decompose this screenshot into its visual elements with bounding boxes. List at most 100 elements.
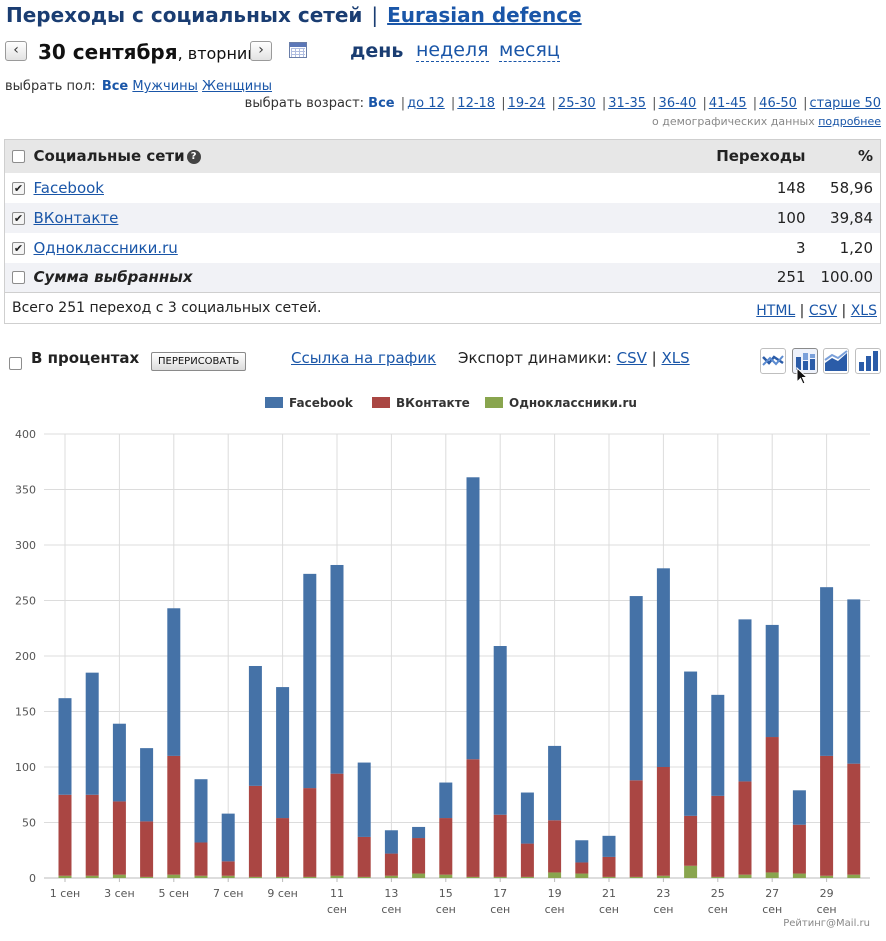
age-all[interactable]: Все	[368, 96, 395, 111]
bar-segment	[792, 790, 806, 825]
bar-segment	[439, 874, 453, 878]
bar-segment	[384, 830, 398, 854]
x-tick-label: 17	[493, 887, 507, 900]
age-option[interactable]: 19-24	[507, 96, 546, 111]
bar-segment	[357, 876, 371, 878]
bar-segment	[656, 875, 670, 878]
bar-segment	[847, 599, 861, 764]
visits-value: 148	[776, 178, 806, 197]
bar-segment	[330, 875, 344, 878]
bar-segment	[602, 856, 616, 877]
y-tick-label: 200	[15, 650, 36, 663]
bar-segment	[194, 875, 208, 878]
x-tick-label: 3 сен	[104, 887, 135, 900]
sex-all[interactable]: Все	[101, 79, 129, 94]
export-dynamics-csv[interactable]: CSV	[616, 349, 647, 367]
bar-segment	[330, 564, 344, 774]
bar-segment	[520, 792, 534, 844]
table-total-row: Сумма выбранных 251 100.00	[4, 262, 881, 293]
bar-segment	[167, 755, 181, 875]
page-title-text: Переходы с социальных сетей	[6, 3, 363, 27]
age-option[interactable]: 41-45	[708, 96, 747, 111]
export-dynamics-label: Экспорт динамики:	[458, 349, 612, 367]
chart-link[interactable]: Ссылка на график	[291, 349, 437, 367]
bar-segment	[602, 835, 616, 857]
line-chart-icon[interactable]	[760, 348, 786, 374]
bar-segment	[466, 876, 480, 878]
prev-date-button[interactable]: ‹	[5, 41, 27, 61]
legend-label: Одноклассники.ru	[509, 396, 637, 410]
bar-segment	[575, 840, 589, 863]
sex-female[interactable]: Женщины	[202, 79, 273, 94]
select-all-checkbox[interactable]	[12, 150, 25, 164]
bar-segment	[820, 755, 834, 876]
stacked-bar-chart-icon[interactable]	[792, 348, 818, 374]
total-visits: 251	[692, 262, 813, 293]
legend-label: ВКонтакте	[396, 396, 470, 410]
age-option[interactable]: 31-35	[608, 96, 647, 111]
table-export: HTML | CSV | XLS	[756, 303, 877, 319]
redraw-button[interactable]: ПЕРЕРИСОВАТЬ	[151, 352, 247, 371]
export-xls[interactable]: XLS	[850, 303, 877, 319]
social-stats-table: Социальные сети? Переходы % ✔ Facebook 1…	[4, 139, 881, 324]
age-option[interactable]: старше 50	[809, 96, 881, 111]
site-link[interactable]: Eurasian defence	[387, 3, 582, 27]
bar-segment	[140, 821, 154, 877]
social-link[interactable]: Facebook	[33, 178, 104, 197]
age-option[interactable]: 36-40	[658, 96, 697, 111]
x-tick-label: 7 сен	[213, 887, 244, 900]
total-checkbox[interactable]	[12, 271, 25, 285]
bar-segment	[85, 672, 99, 795]
bar-segment	[466, 477, 480, 760]
sex-male[interactable]: Мужчины	[132, 79, 198, 94]
bar-segment	[575, 862, 589, 874]
col-percent: %	[812, 139, 881, 173]
demographics-note: о демографических данных подробнее	[652, 115, 881, 128]
row-checkbox[interactable]: ✔	[12, 181, 25, 195]
y-tick-label: 300	[15, 539, 36, 552]
stacked-bar-chart: 0 50 100 150 200 250 300 350 400 1 сен 3 сен 5 сен 7…	[15, 428, 870, 916]
percent-value: 39,84	[812, 202, 881, 233]
age-option[interactable]: 46-50	[759, 96, 797, 111]
export-html[interactable]: HTML	[756, 303, 796, 319]
bar-segment	[167, 608, 181, 756]
row-checkbox[interactable]: ✔	[12, 211, 25, 225]
period-day[interactable]: день	[350, 40, 404, 62]
bar-segment	[711, 876, 725, 878]
x-tick-label: 27	[765, 887, 779, 900]
export-csv[interactable]: CSV	[808, 303, 838, 319]
social-link[interactable]: ВКонтакте	[33, 208, 119, 227]
social-link[interactable]: Одноклассники.ru	[33, 238, 178, 257]
period-week[interactable]: неделя	[416, 39, 489, 62]
calendar-icon[interactable]	[289, 42, 307, 58]
bar-segment	[167, 874, 181, 878]
area-chart-icon[interactable]	[823, 348, 849, 374]
bar-segment	[58, 698, 72, 795]
percent-checkbox[interactable]	[9, 357, 22, 370]
age-option[interactable]: до 12	[407, 96, 445, 111]
age-option[interactable]: 12-18	[457, 96, 496, 111]
legend-vkontakte[interactable]: ВКонтакте	[372, 396, 470, 410]
legend-label: Facebook	[289, 396, 353, 410]
row-checkbox[interactable]: ✔	[12, 241, 25, 255]
period-month[interactable]: месяц	[499, 39, 560, 62]
x-tick-label: 11	[330, 887, 344, 900]
bar-chart-icon[interactable]	[855, 348, 881, 374]
table-row: ✔ ВКонтакте 100 39,84	[4, 202, 881, 233]
bar-segment	[847, 763, 861, 875]
demographics-link[interactable]: подробнее	[818, 115, 881, 128]
bar-segment	[276, 687, 290, 819]
y-tick-label: 50	[22, 817, 36, 830]
age-option[interactable]: 25-30	[557, 96, 596, 111]
bar-segment	[112, 723, 126, 802]
bar-segment	[466, 759, 480, 877]
legend-facebook[interactable]: Facebook	[265, 396, 353, 410]
bar-segment	[221, 875, 235, 878]
legend-odnoklassniki[interactable]: Одноклассники.ru	[485, 396, 637, 410]
help-icon[interactable]: ?	[186, 149, 201, 164]
export-dynamics-xls[interactable]: XLS	[661, 349, 690, 367]
x-tick-label: 13	[384, 887, 398, 900]
next-date-button[interactable]: ›	[250, 41, 272, 61]
title-separator: |	[371, 3, 379, 27]
x-tick-label: сен	[327, 903, 347, 916]
